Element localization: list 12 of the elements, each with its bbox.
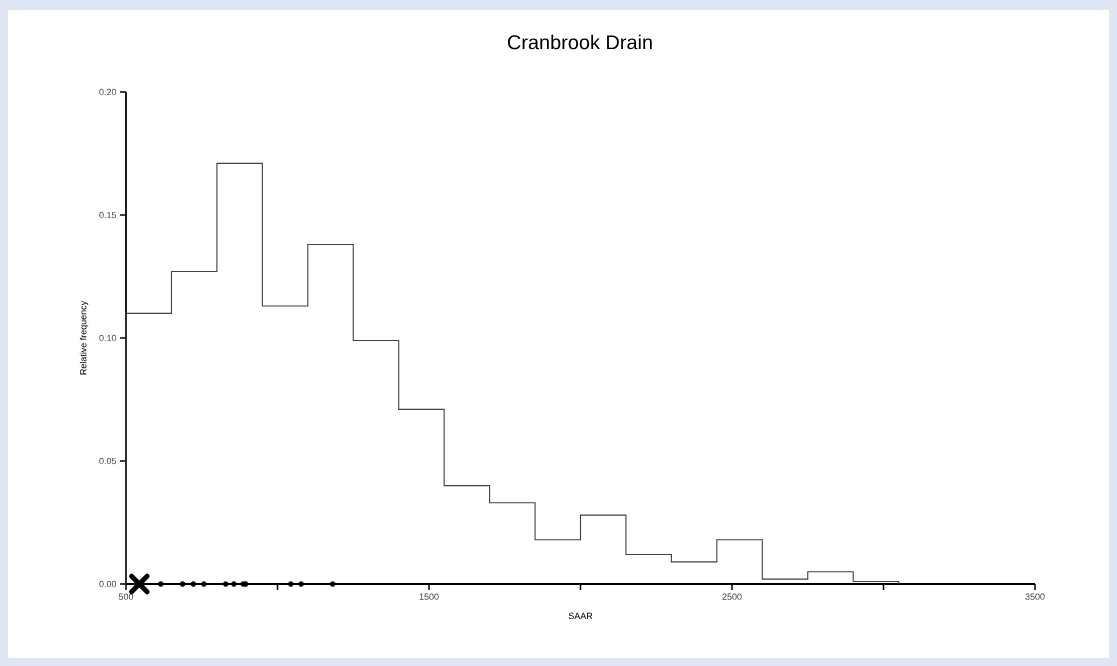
chart-title: Cranbrook Drain xyxy=(507,34,652,50)
y-tick-label: 0.15 xyxy=(99,211,117,219)
x-tick-label: 2500 xyxy=(722,593,742,600)
x-tick-label: 3500 xyxy=(1025,593,1045,600)
y-tick-label: 0.00 xyxy=(99,580,117,588)
y-tick-label: 0.20 xyxy=(99,88,117,96)
x-tick-label: 500 xyxy=(118,593,134,600)
x-axis-title: SAAR xyxy=(568,612,593,620)
x-tick-label: 1500 xyxy=(419,593,439,600)
y-tick-label: 0.05 xyxy=(99,457,117,465)
y-axis-title: Relative frequency xyxy=(79,300,89,375)
y-tick-label: 0.10 xyxy=(99,334,117,342)
